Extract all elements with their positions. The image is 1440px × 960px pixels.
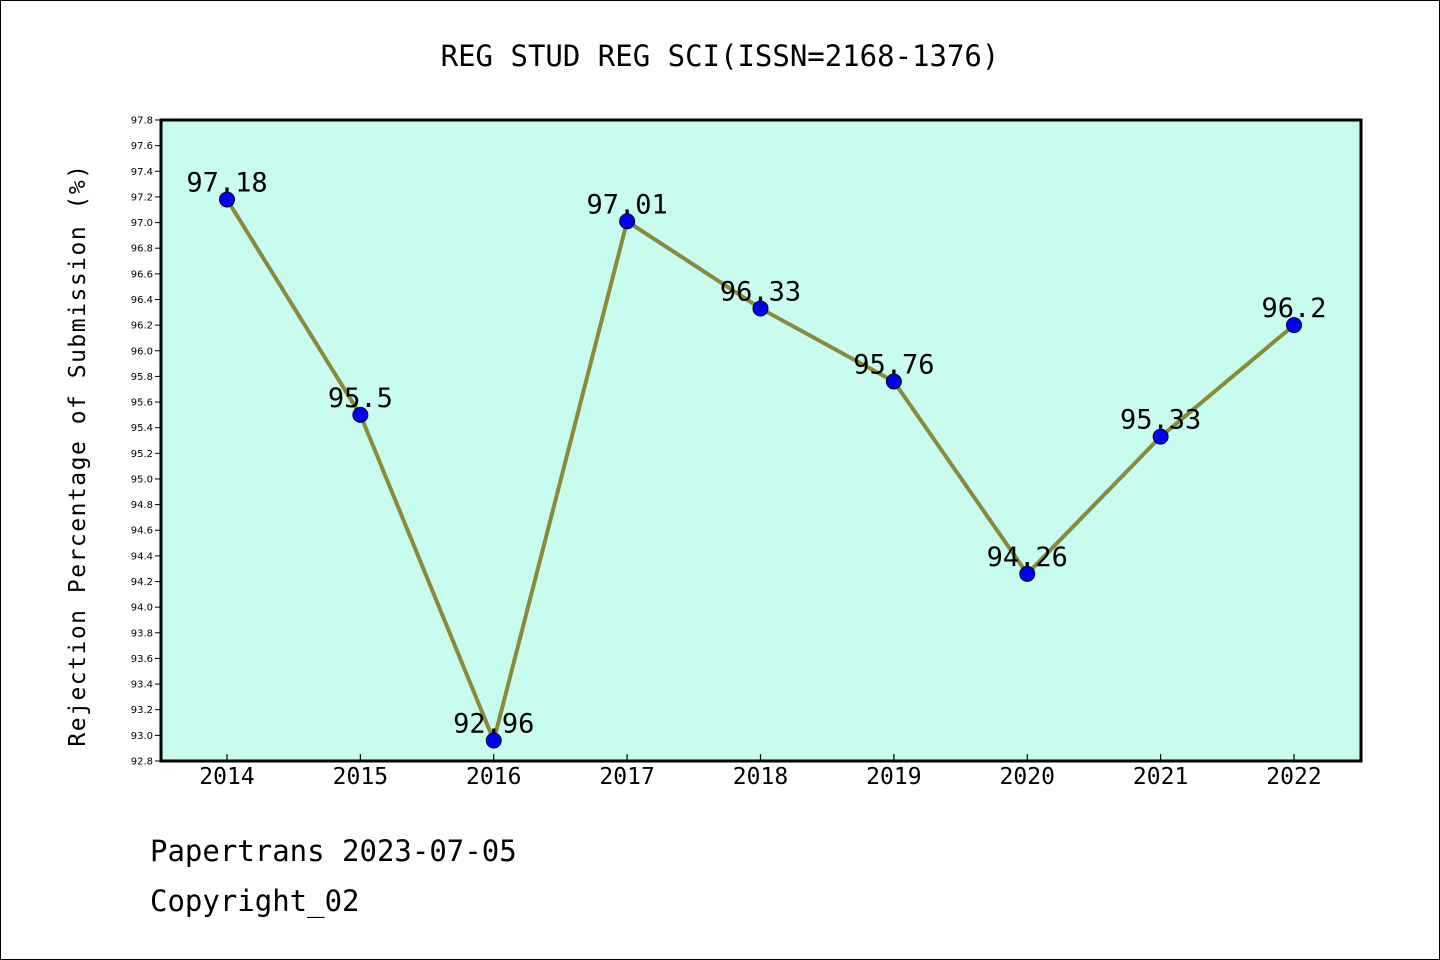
y-tick-label: 96.0 xyxy=(131,346,153,357)
data-point xyxy=(1152,428,1169,445)
data-point xyxy=(619,213,636,230)
y-tick-label: 97.8 xyxy=(131,116,153,127)
chart-title: REG STUD REG SCI(ISSN=2168-1376) xyxy=(441,39,1000,73)
data-label: 97.01 xyxy=(586,189,667,220)
y-tick-label: 96.4 xyxy=(131,295,153,306)
x-tick-label: 2015 xyxy=(333,764,388,790)
x-tick-label: 2020 xyxy=(1000,764,1055,790)
y-tick-label: 95.4 xyxy=(131,423,153,434)
y-tick-label: 95.6 xyxy=(131,398,153,409)
y-tick-label: 93.4 xyxy=(131,680,153,691)
x-tick-label: 2017 xyxy=(599,764,654,790)
y-tick-label: 96.8 xyxy=(131,244,153,255)
footer-source: Papertrans 2023-07-05 xyxy=(150,834,517,868)
data-label: 95.76 xyxy=(853,350,934,381)
x-axis-ticks: 2014 2015 2016 2017 2018 2019 2020 2021 2022 xyxy=(199,754,1322,790)
x-tick-label: 2021 xyxy=(1133,764,1188,790)
data-point xyxy=(352,406,369,423)
y-axis-ticks: 92.8 93.0 93.2 93.4 93.6 93.8 94.0 94.2 94.4 94.6… xyxy=(131,116,161,768)
y-tick-label: 94.0 xyxy=(131,603,153,614)
y-tick-label: 93.6 xyxy=(131,654,153,665)
y-tick-label: 93.0 xyxy=(131,731,153,742)
data-label: 97.18 xyxy=(186,167,267,198)
y-tick-label: 95.0 xyxy=(131,474,153,485)
x-tick-label: 2014 xyxy=(199,764,254,790)
y-tick-label: 95.8 xyxy=(131,372,153,383)
data-point xyxy=(485,732,502,749)
y-tick-label: 93.2 xyxy=(131,705,153,716)
y-tick-label: 93.8 xyxy=(131,628,153,639)
footer-copyright: Copyright_02 xyxy=(150,884,360,918)
data-point xyxy=(885,373,902,390)
data-label: 92.96 xyxy=(453,708,534,739)
data-point xyxy=(219,191,235,208)
x-tick-label: 2022 xyxy=(1266,764,1321,790)
y-tick-label: 94.4 xyxy=(131,551,153,562)
data-point xyxy=(1286,317,1302,334)
y-tick-label: 94.6 xyxy=(131,526,153,537)
data-point xyxy=(1019,565,1036,582)
data-label: 95.5 xyxy=(328,383,393,414)
data-markers xyxy=(219,191,1302,749)
y-tick-label: 97.6 xyxy=(131,141,153,152)
data-label: 96.2 xyxy=(1261,293,1326,324)
y-tick-label: 96.6 xyxy=(131,269,153,280)
x-tick-label: 2019 xyxy=(866,764,921,790)
data-label: 94.26 xyxy=(987,542,1068,573)
data-label: 96.33 xyxy=(720,276,801,307)
data-point xyxy=(752,300,769,317)
y-tick-label: 92.8 xyxy=(131,757,153,768)
data-labels: 97.18 95.5 92.96 97.01 96.33 95.76 94.26 95.33 9… xyxy=(186,167,1326,739)
y-tick-label: 94.2 xyxy=(131,577,153,588)
y-tick-label: 97.2 xyxy=(131,192,153,203)
x-tick-label: 2016 xyxy=(466,764,521,790)
x-tick-label: 2018 xyxy=(733,764,788,790)
plot-area xyxy=(161,120,1361,761)
y-tick-label: 94.8 xyxy=(131,500,153,511)
y-tick-label: 96.2 xyxy=(131,321,153,332)
y-tick-label: 97.0 xyxy=(131,218,153,229)
y-tick-label: 95.2 xyxy=(131,449,153,460)
y-axis-label: Rejection Percentage of Submission (%) xyxy=(65,163,91,746)
data-label: 95.33 xyxy=(1120,405,1201,436)
plot-border xyxy=(159,118,1363,763)
y-tick-label: 97.4 xyxy=(131,167,153,178)
